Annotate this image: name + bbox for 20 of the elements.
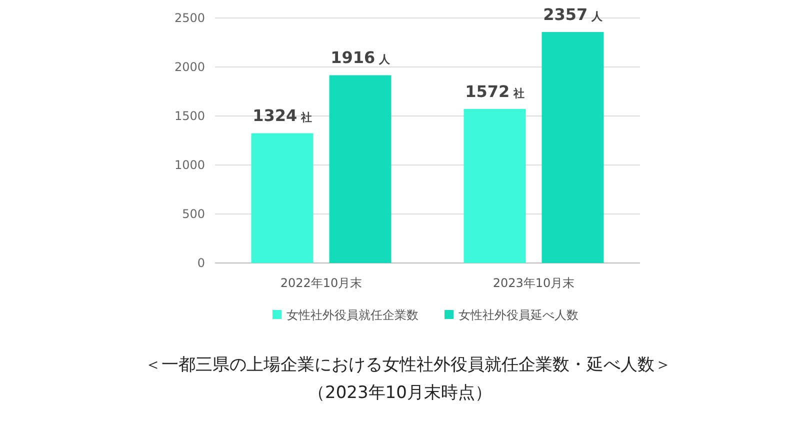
data-label: 1916 人	[330, 48, 391, 68]
y-tick-label: 1000	[174, 158, 205, 172]
y-tick-label: 0	[197, 256, 205, 270]
data-label: 2357 人	[543, 5, 604, 24]
x-tick-label: 2022年10月末	[280, 276, 362, 290]
bar	[251, 133, 314, 263]
text: （2023年10月末時点）	[308, 383, 492, 403]
y-tick-label: 2000	[174, 60, 205, 74]
bar	[329, 75, 392, 263]
y-tick-label: 1500	[174, 109, 205, 123]
y-tick-label: 2500	[174, 11, 205, 25]
text: ＜一都三県の上場企業における女性社外役員就任企業数・延べ人数＞	[144, 355, 672, 375]
y-tick-label: 500	[182, 207, 205, 221]
legend-label: 女性社外役員延べ人数	[458, 308, 578, 322]
bar	[542, 32, 604, 263]
data-label: 1572 社	[465, 82, 524, 101]
bar	[464, 108, 526, 263]
x-tick-label: 2023年10月末	[492, 276, 575, 290]
data-label: 1324 社	[252, 106, 312, 126]
legend-label: 女性社外役員就任企業数	[286, 308, 418, 322]
